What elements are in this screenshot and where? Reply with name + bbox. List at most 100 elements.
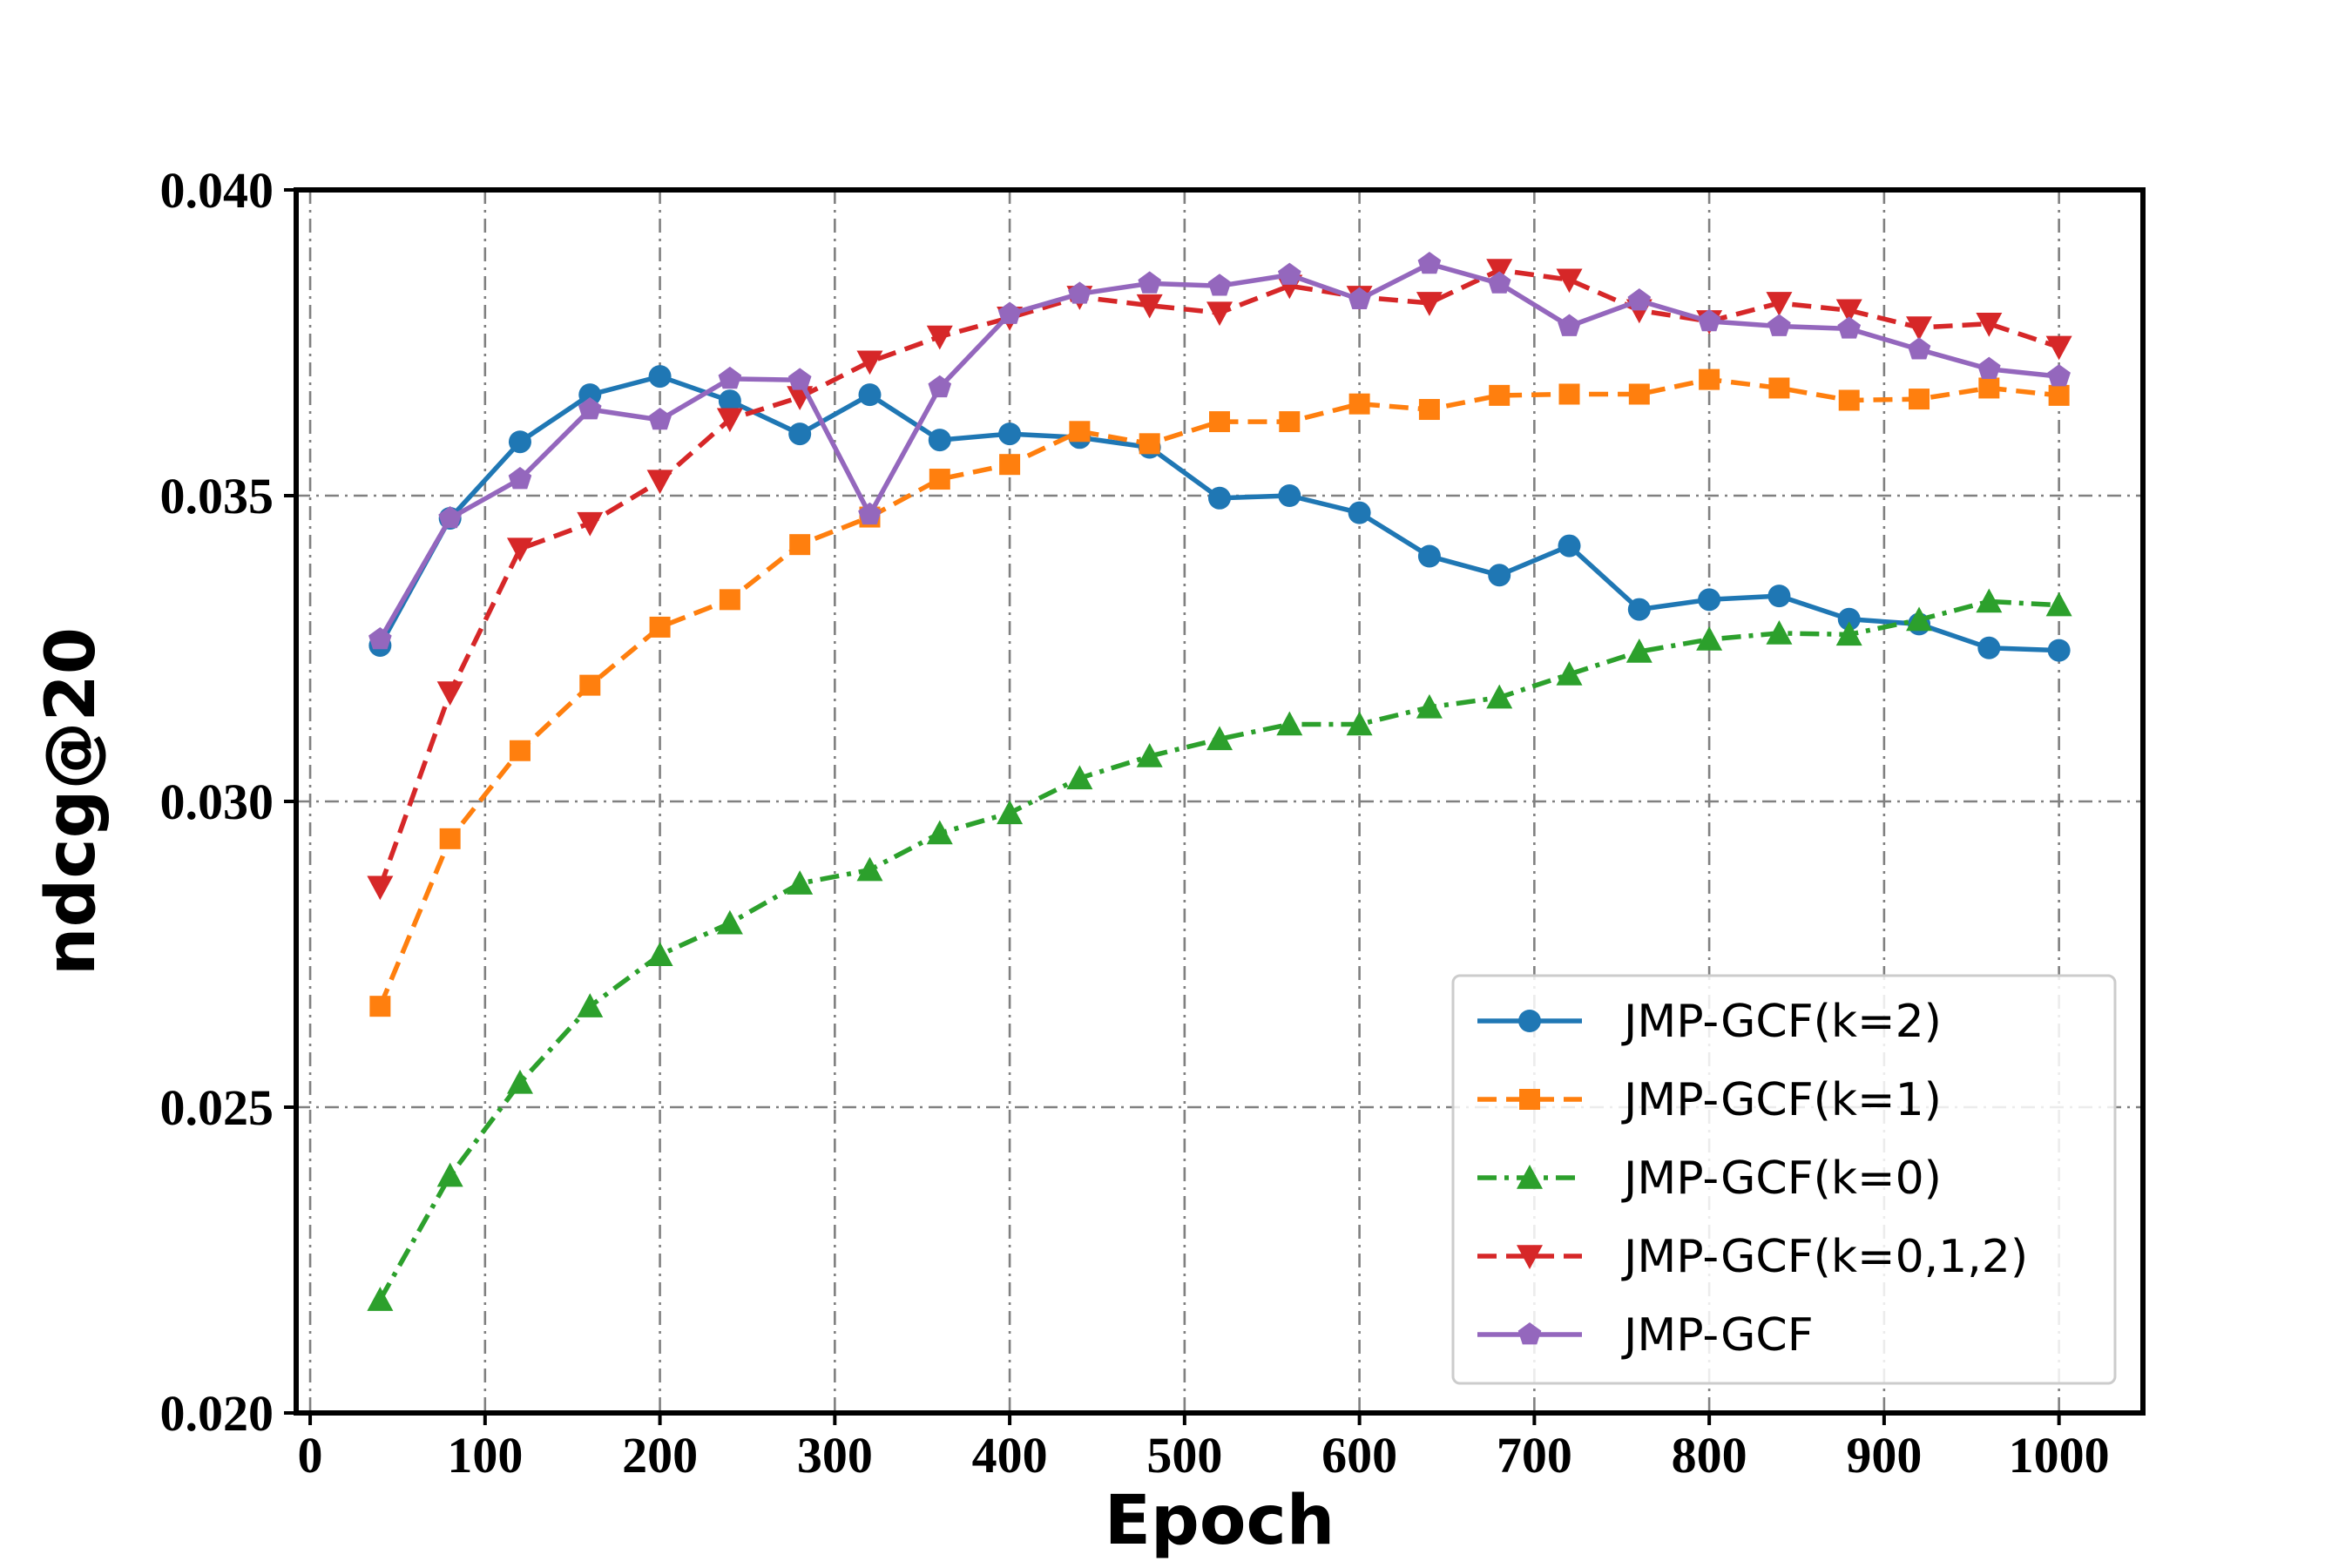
data-point: [1486, 684, 1513, 709]
data-point: [648, 407, 672, 430]
data-point: [1207, 274, 1232, 296]
data-point: [1906, 606, 1933, 632]
data-point: [1625, 639, 1652, 663]
data-point: [718, 389, 741, 413]
data-point: [787, 368, 812, 390]
data-point: [1206, 301, 1233, 327]
data-point: [1488, 564, 1511, 587]
data-point: [648, 365, 672, 389]
ticks: 0 100 200 300 400 500 600 700 800 900 1000 0.020 0.0…: [160, 162, 2110, 1484]
data-point: [2045, 591, 2072, 617]
data-point: [1277, 262, 1301, 285]
x-axis-title: Epoch: [1105, 1482, 1335, 1560]
x-tick-label: 1000: [2009, 1427, 2110, 1484]
data-point: [646, 942, 673, 966]
x-tick-label: 700: [1497, 1427, 1572, 1484]
data-point: [719, 589, 740, 611]
data-point: [1139, 433, 1160, 455]
data-point: [2047, 639, 2071, 662]
data-point: [506, 537, 533, 563]
data-point: [789, 534, 811, 556]
legend-box: [1451, 974, 2117, 1385]
data-point: [1696, 625, 1723, 651]
data-point: [716, 408, 743, 433]
data-point: [1486, 259, 1513, 283]
data-point: [1417, 544, 1441, 568]
legend-marker: [1518, 1010, 1541, 1032]
x-tick-label: 100: [447, 1427, 523, 1484]
data-point: [1976, 312, 2003, 337]
data-point: [1558, 383, 1580, 405]
data-point: [997, 800, 1024, 825]
data-point: [509, 740, 531, 761]
data-point: [788, 422, 812, 446]
data-point: [1697, 308, 1721, 332]
x-tick-label: 400: [972, 1427, 1048, 1484]
legend-label: JMP-GCF: [1621, 1309, 1814, 1362]
data-point: [1416, 693, 1443, 719]
data-point: [928, 375, 952, 398]
data-point: [1136, 743, 1163, 767]
data-point: [926, 820, 953, 845]
legend-item: JMP-GCF(k=0,1,2): [1477, 1231, 2028, 1283]
data-point: [367, 1287, 394, 1311]
data-point: [856, 856, 883, 882]
data-point: [1558, 314, 1581, 336]
data-point: [1066, 765, 1093, 790]
data-point: [1835, 299, 1862, 324]
data-point: [1976, 588, 2003, 613]
data-point: [716, 909, 743, 935]
legend-marker: [1517, 1165, 1543, 1189]
data-point: [506, 1069, 533, 1094]
data-point: [436, 1162, 463, 1187]
data-point: [1209, 411, 1230, 433]
data-point: [856, 350, 883, 375]
series-jmp-gcf: [368, 251, 2071, 650]
data-point: [1978, 377, 2000, 399]
y-tick-label: 0.030: [160, 774, 274, 830]
data-point: [369, 996, 391, 1017]
data-point: [1766, 292, 1793, 316]
data-point: [439, 828, 461, 849]
legend-item: JMP-GCF(k=1): [1477, 1074, 1942, 1126]
data-point: [649, 616, 671, 638]
data-point: [1977, 356, 2001, 380]
data-point: [1348, 393, 1370, 415]
data-point: [1206, 726, 1233, 751]
data-point: [1767, 585, 1791, 608]
data-point: [718, 366, 742, 389]
data-point: [1556, 268, 1583, 294]
data-point: [1767, 314, 1791, 336]
series-jmp-gcf-k-1: [369, 368, 2070, 1017]
legend-label: JMP-GCF(k=2): [1621, 996, 1942, 1048]
legend-marker: [1519, 1089, 1540, 1110]
data-point: [929, 469, 950, 490]
data-point: [1558, 534, 1581, 558]
data-point: [1556, 660, 1583, 686]
data-point: [577, 511, 604, 537]
data-point: [1766, 619, 1793, 645]
data-point: [436, 681, 463, 706]
data-point: [1837, 316, 1862, 339]
data-point: [1698, 588, 1721, 612]
x-tick-label: 200: [622, 1427, 698, 1484]
data-point: [1279, 411, 1301, 433]
data-point: [1627, 598, 1651, 621]
x-tick-label: 900: [1846, 1427, 1922, 1484]
data-point: [1069, 421, 1091, 443]
y-tick-label: 0.035: [160, 468, 274, 524]
data-point: [998, 422, 1022, 446]
data-point: [1838, 389, 1860, 411]
data-point: [646, 470, 673, 495]
data-point: [508, 467, 532, 490]
data-point: [1768, 377, 1790, 399]
x-tick-label: 0: [298, 1427, 323, 1484]
data-point: [1068, 281, 1092, 304]
y-tick-label: 0.020: [160, 1385, 274, 1442]
y-axis-title: ndcg@20: [32, 627, 111, 976]
data-point: [578, 383, 602, 407]
y-tick-label: 0.040: [160, 162, 274, 219]
data-point: [1348, 287, 1371, 309]
